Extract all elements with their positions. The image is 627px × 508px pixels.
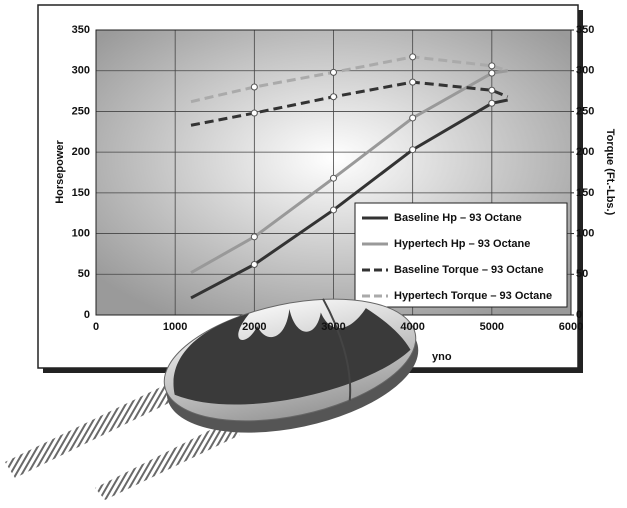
mouse [163,298,419,433]
point-marker [488,69,496,77]
y2-tick-label: 0 [576,309,582,321]
point-marker [488,99,496,107]
y2-tick-label: 50 [576,268,588,280]
y-tick-label: 250 [72,105,90,117]
tire-track [95,420,240,500]
y2-tick-label: 150 [576,187,594,199]
y2-tick-label: 250 [576,105,594,117]
y-axis-label: Horsepower [54,139,66,203]
point-marker [330,206,337,214]
y2-tick-label: 300 [576,65,594,77]
x-tick-label: 6000 [559,321,583,333]
point-marker [409,78,417,86]
point-marker [488,62,496,70]
legend-label: Hypertech Hp – 93 Octane [394,238,530,250]
point-marker [409,146,417,154]
y2-tick-label: 200 [576,146,594,158]
y-tick-label: 200 [72,146,90,158]
y-tick-label: 150 [72,187,90,199]
x-tick-label: 4000 [400,321,424,333]
y2-axis-label: Torque (Ft.-Lbs.) [604,129,616,216]
point-marker [250,261,258,269]
x-tick-label: 0 [93,321,99,333]
legend: Baseline Hp – 93 Octane Hypertech Hp – 93… [362,212,552,302]
point-marker [330,68,337,76]
button-split [322,298,352,401]
legend-label: Baseline Torque – 93 Octane [394,264,544,276]
legend-label: Baseline Hp – 93 Octane [394,212,522,224]
y-tick-label: 0 [84,309,90,321]
x-tick-label: 5000 [480,321,504,333]
point-marker [409,114,417,122]
point-marker [250,233,258,241]
y-tick-label: 350 [72,24,90,36]
x-tick-label: 3000 [321,321,345,333]
point-marker [330,93,337,101]
tire-track [5,385,175,478]
x-axis-label: yno [432,351,452,363]
y-tick-label: 100 [72,227,90,239]
flame-decal [173,308,411,405]
point-marker [488,86,496,94]
y-tick-label: 300 [72,65,90,77]
lines [190,53,509,300]
y2-tick-label: 100 [576,227,594,239]
point-marker [250,83,258,91]
point-marker [409,53,417,61]
point-marker [330,174,337,182]
y2-tick-label: 350 [576,24,594,36]
legend-label: Hypertech Torque – 93 Octane [394,290,552,302]
x-tick-label: 1000 [163,321,187,333]
x-tick-label: 2000 [242,321,266,333]
point-marker [250,109,258,117]
legend-box [354,202,568,308]
y-tick-label: 50 [78,268,90,280]
